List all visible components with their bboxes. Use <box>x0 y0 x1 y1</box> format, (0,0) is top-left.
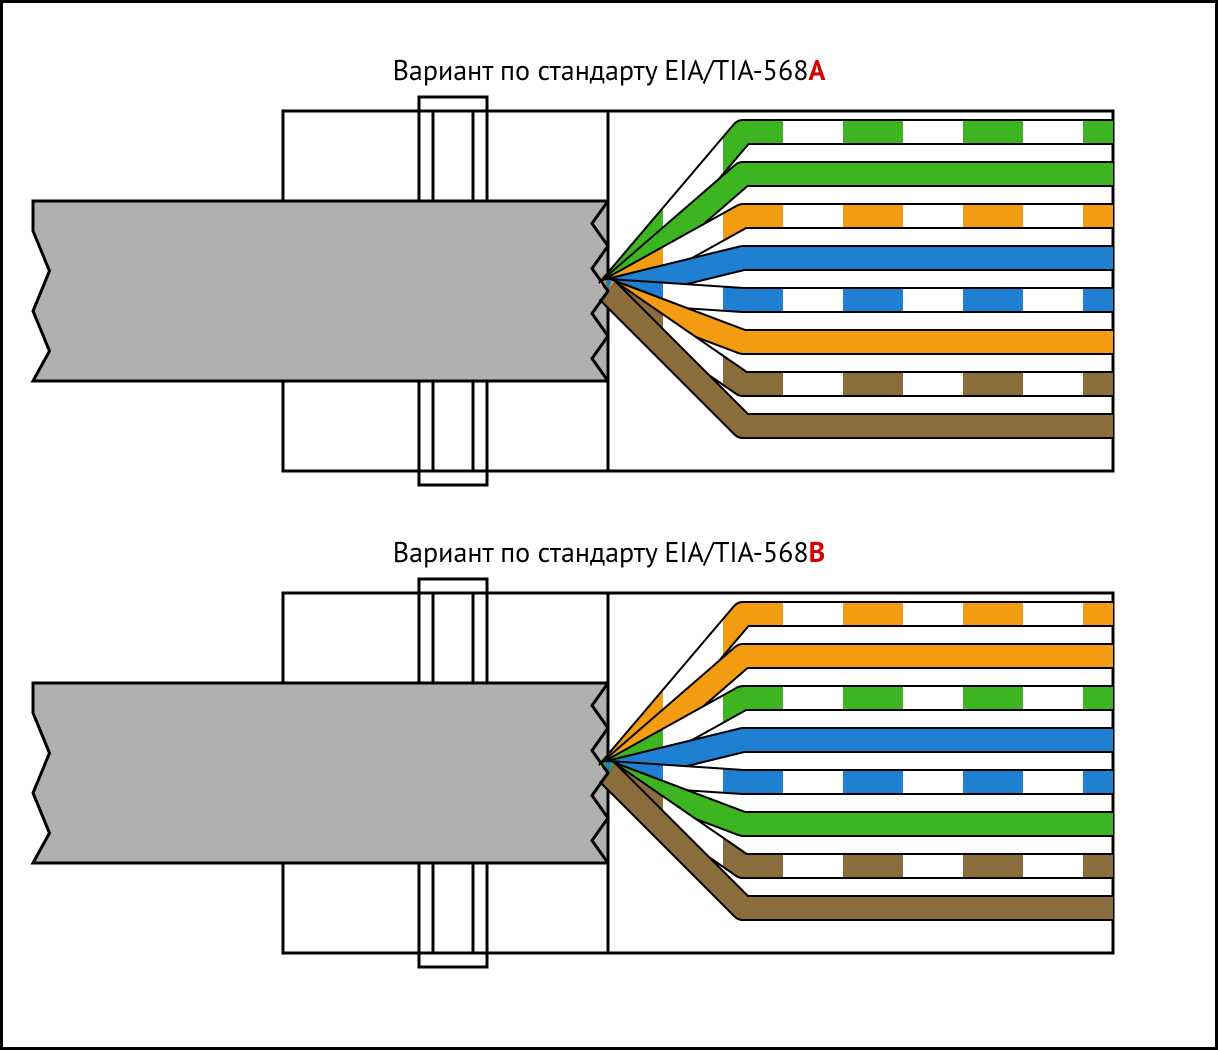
diagram-frame: Вариант по стандарту EIA/TIA-568A Вариан… <box>0 0 1218 1050</box>
title-568a: Вариант по стандарту EIA/TIA-568A <box>3 51 1215 88</box>
cable-jacket <box>33 201 608 381</box>
title-568a-suffix: A <box>808 51 825 88</box>
title-568b-prefix: Вариант по стандарту EIA/TIA-568 <box>393 533 809 570</box>
diagram-568b <box>3 573 1218 973</box>
title-568a-prefix: Вариант по стандарту EIA/TIA-568 <box>393 51 809 88</box>
title-568b: Вариант по стандарту EIA/TIA-568B <box>3 533 1215 570</box>
cable-jacket <box>33 683 608 863</box>
title-568b-suffix: B <box>809 533 826 570</box>
diagram-568a <box>3 91 1218 491</box>
